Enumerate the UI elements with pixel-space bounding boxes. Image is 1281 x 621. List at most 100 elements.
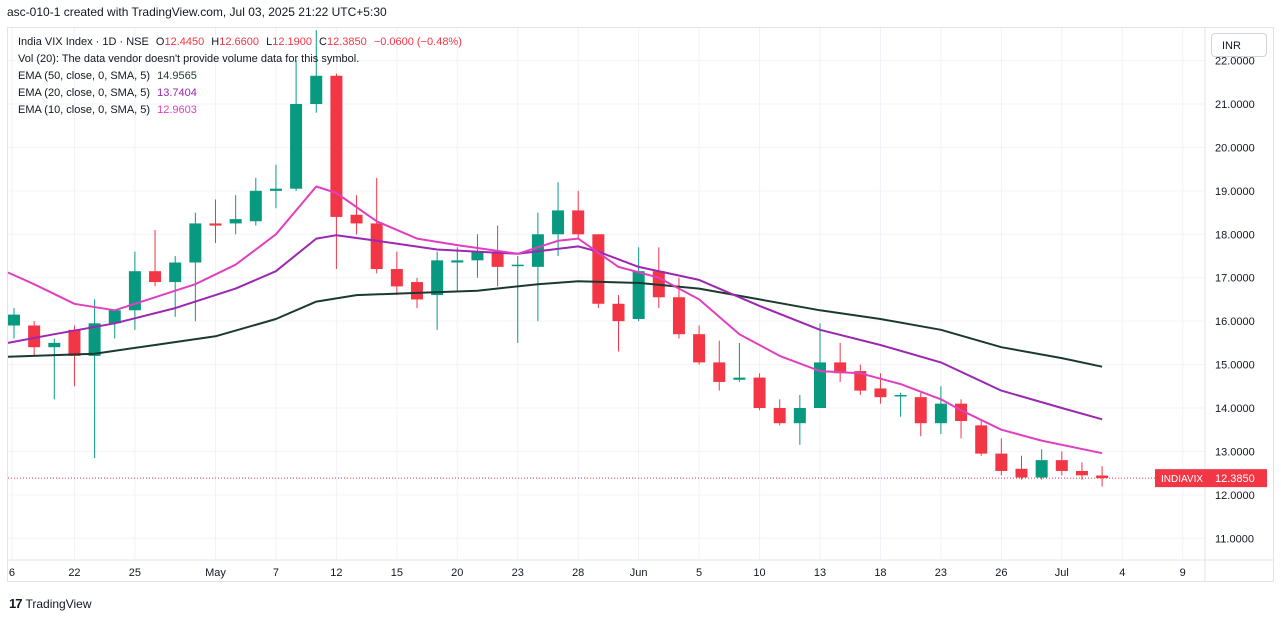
candle-body [713,362,726,382]
symbol-label[interactable]: India VIX Index · 1D · NSE [18,36,149,48]
last-price-label: 12.3850 [1215,473,1255,485]
x-tick-label: 13 [814,567,826,579]
x-tick-label: Jul [1055,567,1069,579]
candle-body [350,214,363,224]
candle-body [209,223,222,226]
candle-body [773,408,786,424]
y-tick-label: 21.0000 [1215,99,1255,111]
candle-body [834,362,847,374]
brand-name: TradingView [25,596,92,611]
candle-body [693,334,706,363]
x-tick-label: 15 [391,567,403,579]
y-tick-label: 17.0000 [1215,273,1255,285]
y-tick-label: 18.0000 [1215,229,1255,241]
candle-body [1075,470,1088,476]
candle-body [330,75,343,217]
ohlc-legend[interactable]: India VIX Index · 1D · NSE O12.4450 H12.… [18,36,466,48]
candle-body [411,282,423,300]
chart-caption: asc-010-1 created with TradingView.com, … [7,5,387,19]
candle-body [8,314,20,326]
candle-body [431,260,444,296]
y-tick-label: 15.0000 [1215,360,1255,372]
candle-body [189,223,202,263]
high-value: 12.6600 [219,36,260,48]
candle-body [975,425,988,454]
x-tick-label: 22 [68,567,80,579]
y-tick-label: 20.0000 [1215,142,1255,154]
candle-body [934,403,947,424]
y-tick-label: 12.0000 [1215,490,1255,502]
candle-body [269,188,282,191]
candle-body [149,271,162,283]
high-label: H [211,36,220,48]
candle-body [1055,460,1068,471]
open-label: O [155,36,165,48]
ema50-legend[interactable]: EMA (50, close, 0, SMA, 5) 14.9565 [18,70,201,82]
open-value: 12.4450 [164,36,205,48]
candle-body [753,377,766,408]
chart-frame[interactable] [7,27,1274,582]
candle-body [128,271,141,311]
candle-body [1035,460,1048,478]
candle-body [572,210,585,235]
x-tick-label: 20 [451,567,463,579]
y-tick-label: 16.0000 [1215,316,1255,328]
candle-body [511,264,524,267]
last-price-bg [1209,469,1267,488]
candle-body [733,377,746,380]
candle-body [632,271,645,319]
symbol-tag-bg [1155,469,1209,488]
candle-body [672,297,685,335]
tradingview-brand[interactable]: 17 TradingView [9,596,92,611]
x-tick-label: 12 [330,567,342,579]
candle-body [854,371,867,391]
candle-body [592,234,605,304]
ema10-label: EMA (10, close, 0, SMA, 5) [18,104,151,116]
x-tick-label: 7 [273,567,279,579]
ema10-line [7,185,1103,455]
volume-legend[interactable]: Vol (20): The data vendor doesn't provid… [18,53,360,65]
x-tick-label: 6 [9,567,15,579]
ema10-value: 12.9603 [157,104,197,116]
candle-body [612,303,625,322]
candle-body [68,329,81,356]
low-label: L [266,36,273,48]
candle-body [390,269,403,287]
candle-body [491,251,504,267]
candle-body [229,219,242,224]
candle-body [1015,468,1028,478]
candle-body [249,190,262,222]
change-value: −0.0600 (−0.48%) [373,36,462,48]
ema20-line [7,234,1103,421]
candle-body [552,210,565,235]
candle-body [28,325,41,348]
ema20-legend[interactable]: EMA (20, close, 0, SMA, 5) 13.7404 [18,87,201,99]
candle-body [793,408,806,424]
candle-body [894,394,907,397]
candle-body [290,104,303,189]
close-label: C [319,36,327,48]
candle-body [1096,475,1109,479]
candle-body [874,388,887,398]
candle-body [48,342,61,348]
low-value: 12.1900 [272,36,312,48]
y-tick-label: 22.0000 [1215,56,1255,68]
x-tick-label: May [205,567,226,579]
close-value: 12.3850 [326,36,367,48]
x-tick-label: 5 [696,567,702,579]
x-tick-label: 25 [129,567,141,579]
ema20-label: EMA (20, close, 0, SMA, 5) [18,87,151,99]
x-tick-label: 23 [512,567,524,579]
candle-body [814,362,826,408]
candle-body [169,262,182,283]
x-tick-label: 18 [874,567,886,579]
currency-button[interactable]: INR [1211,33,1267,57]
ema50-label: EMA (50, close, 0, SMA, 5) [18,70,151,82]
ema20-value: 13.7404 [157,87,197,99]
y-tick-label: 13.0000 [1215,446,1255,458]
x-tick-label: 26 [995,567,1007,579]
tradingview-logo-icon: 17 [9,596,23,611]
ema10-legend[interactable]: EMA (10, close, 0, SMA, 5) 12.9603 [18,104,201,116]
candle-body [451,260,464,263]
